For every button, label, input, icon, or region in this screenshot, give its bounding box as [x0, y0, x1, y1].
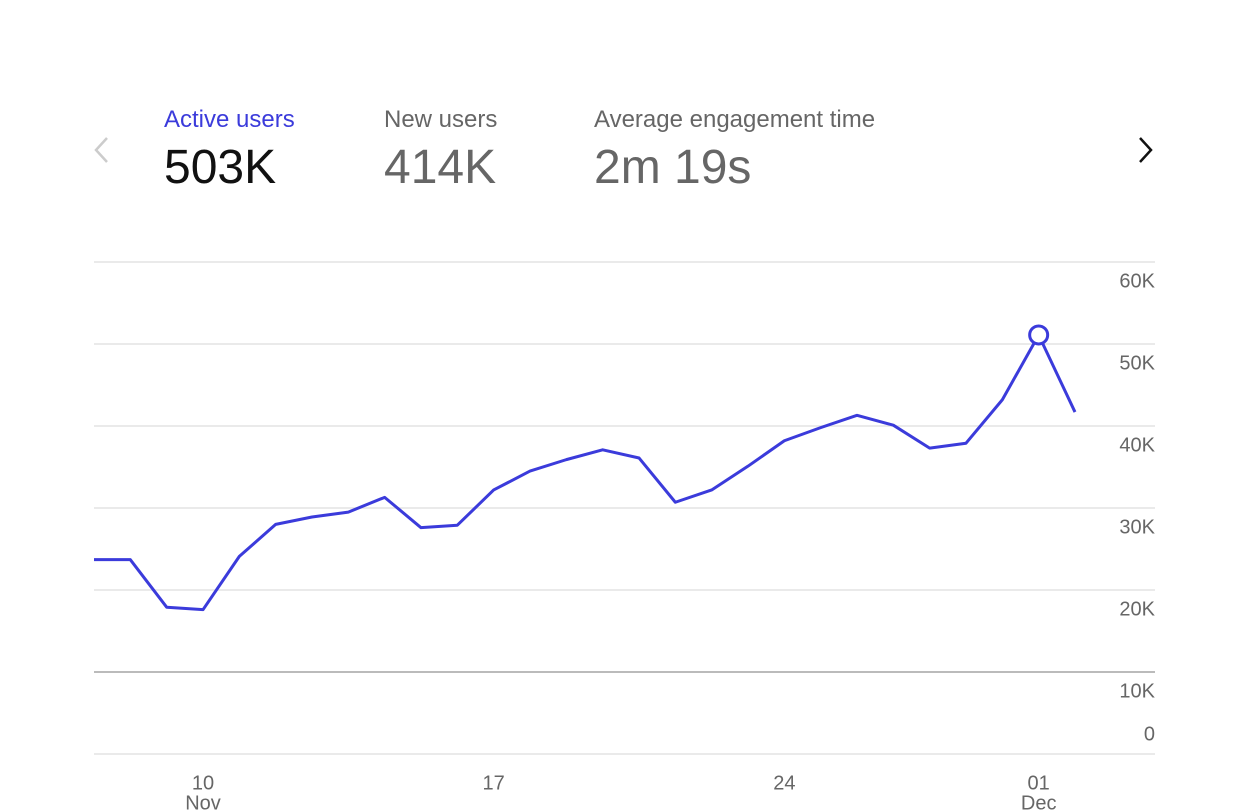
y-tick-label: 60K	[1119, 270, 1155, 292]
prev-arrow[interactable]	[76, 120, 136, 180]
metric-value: 503K	[164, 141, 277, 194]
metric-tab[interactable]: Average engagement time 2m 19s	[594, 106, 875, 195]
x-month-label: Nov	[185, 792, 221, 812]
line-series	[94, 333, 1077, 612]
highlight-point	[1028, 324, 1050, 346]
metric-tab[interactable]: New users 414K	[384, 106, 497, 195]
y-tick-label: 0	[1144, 723, 1155, 745]
x-tick-label: 01	[1028, 772, 1050, 794]
x-tick-label: 17	[483, 772, 505, 794]
metric-tab[interactable]: Active users 503K	[164, 106, 295, 195]
metric-label: New users	[384, 106, 498, 133]
metric-value: 2m 19s	[594, 141, 752, 194]
metric-label: Average engagement time	[594, 106, 876, 133]
y-tick-label: 10K	[1119, 680, 1155, 702]
metric-value: 414K	[384, 141, 497, 194]
metric-label: Active users	[164, 106, 295, 133]
y-tick-label: 30K	[1119, 516, 1155, 538]
x-tick-label: 24	[773, 772, 795, 794]
y-tick-label: 50K	[1119, 352, 1155, 374]
y-tick-label: 40K	[1119, 434, 1155, 456]
next-arrow[interactable]	[1118, 120, 1178, 180]
x-tick-label: 10	[192, 772, 214, 794]
x-month-label: Dec	[1021, 792, 1057, 812]
y-tick-label: 20K	[1119, 598, 1155, 620]
